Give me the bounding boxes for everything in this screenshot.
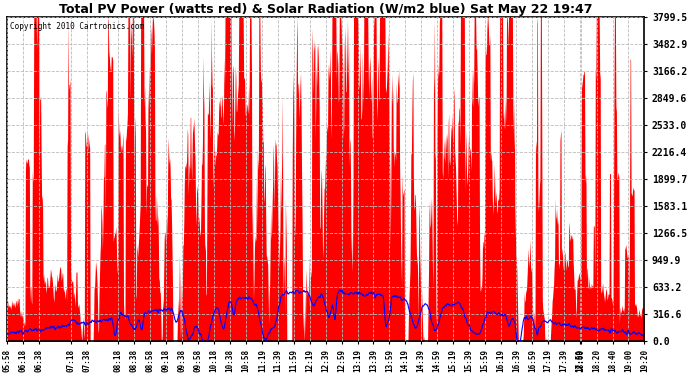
Title: Total PV Power (watts red) & Solar Radiation (W/m2 blue) Sat May 22 19:47: Total PV Power (watts red) & Solar Radia… [59,3,593,16]
Text: Copyright 2010 Cartronics.com: Copyright 2010 Cartronics.com [10,22,145,31]
